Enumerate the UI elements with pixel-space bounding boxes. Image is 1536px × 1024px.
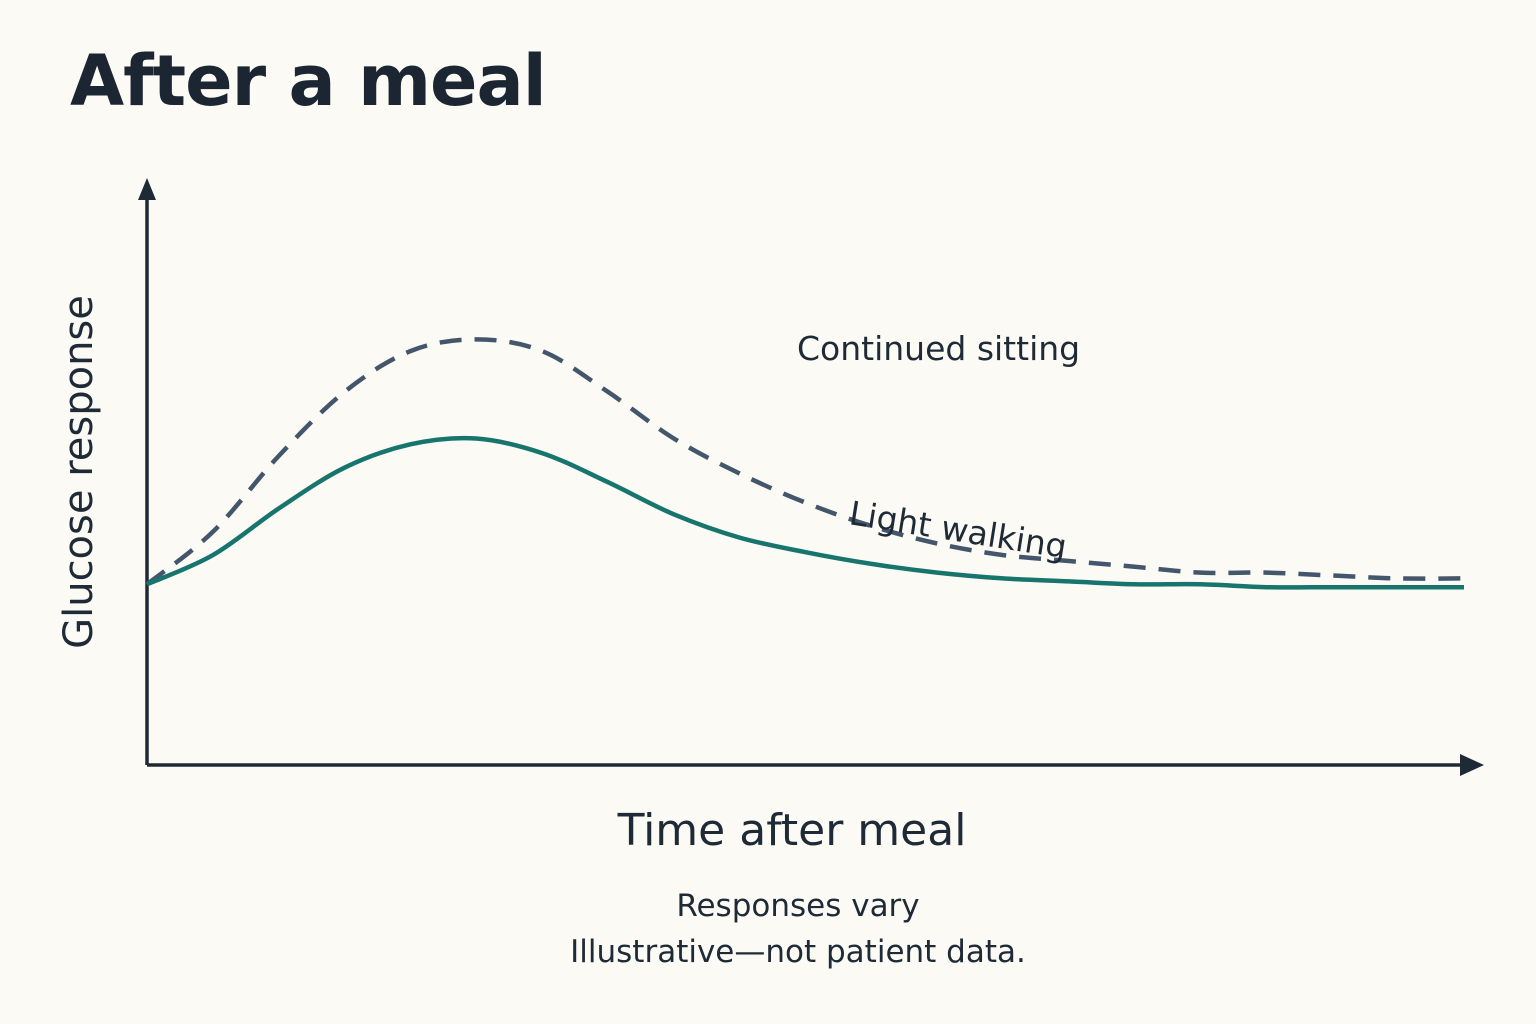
page-title: After a meal [70, 40, 547, 122]
series-label-light-walking: Light walking [847, 493, 1070, 566]
series-line-light-walking [146, 435, 1464, 590]
x-axis-arrow [1460, 754, 1484, 776]
series-layer [145, 337, 1465, 590]
axes [138, 178, 1484, 776]
note-responses-vary: Responses vary [676, 888, 920, 924]
x-axis-label: Time after meal [617, 805, 967, 856]
note-illustrative: Illustrative—not patient data. [570, 934, 1026, 970]
series-label-continued-sitting: Continued sitting [797, 329, 1080, 368]
series-line-continued-sitting [145, 337, 1465, 587]
y-axis-label: Glucose response [56, 295, 102, 649]
y-axis-arrow [138, 178, 156, 200]
